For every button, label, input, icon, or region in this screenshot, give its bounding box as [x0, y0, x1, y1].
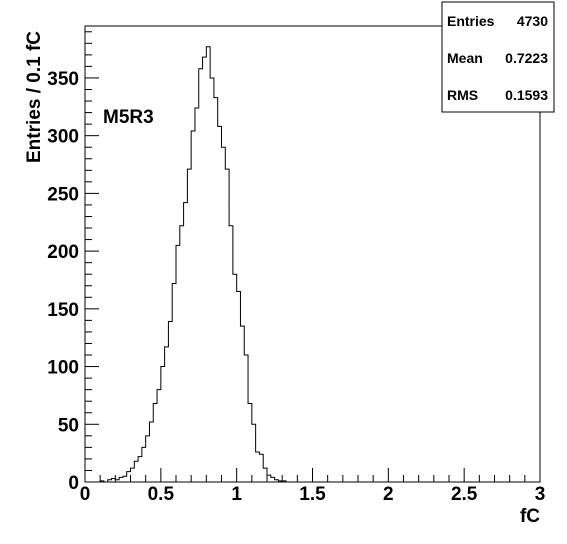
- y-tick-label: 150: [47, 300, 79, 321]
- y-tick-label: 50: [58, 415, 79, 436]
- stats-rms-value: 0.1593: [505, 87, 548, 103]
- x-tick-label: 2.5: [451, 484, 478, 505]
- stats-mean-value: 0.7223: [505, 50, 548, 66]
- y-axis-ticks: [85, 31, 99, 483]
- x-tick-label: 1.5: [299, 484, 326, 505]
- x-tick-label: 2: [383, 484, 394, 505]
- x-axis-tick-labels: 0 0.5 1 1.5 2 2.5 3: [80, 484, 546, 505]
- annotation-label: M5R3: [103, 107, 154, 128]
- y-tick-label: 200: [47, 242, 79, 263]
- y-tick-label: 250: [47, 184, 79, 205]
- stats-mean-label: Mean: [447, 50, 483, 66]
- y-axis-tick-labels: 0 50 100 150 200 250 300 350: [47, 69, 79, 494]
- x-axis-ticks: [84, 468, 541, 482]
- stats-box: Entries 4730 Mean 0.7223 RMS 0.1593: [441, 1, 555, 113]
- y-axis-title: Entries / 0.1 fC: [24, 31, 45, 163]
- x-tick-label: 3: [535, 484, 546, 505]
- histogram-series: [85, 46, 540, 483]
- x-tick-label: 1: [231, 484, 242, 505]
- stats-rms-label: RMS: [447, 87, 478, 103]
- x-tick-label: 0.5: [148, 484, 175, 505]
- y-tick-label: 300: [47, 127, 79, 148]
- stats-box-frame: [441, 1, 555, 113]
- y-tick-label: 350: [47, 69, 79, 90]
- x-tick-label: 0: [80, 484, 91, 505]
- y-tick-label: 0: [68, 473, 79, 494]
- x-axis-title: fC: [520, 506, 540, 527]
- stats-entries-value: 4730: [517, 13, 548, 29]
- stats-entries-label: Entries: [447, 13, 495, 29]
- y-tick-label: 100: [47, 358, 79, 379]
